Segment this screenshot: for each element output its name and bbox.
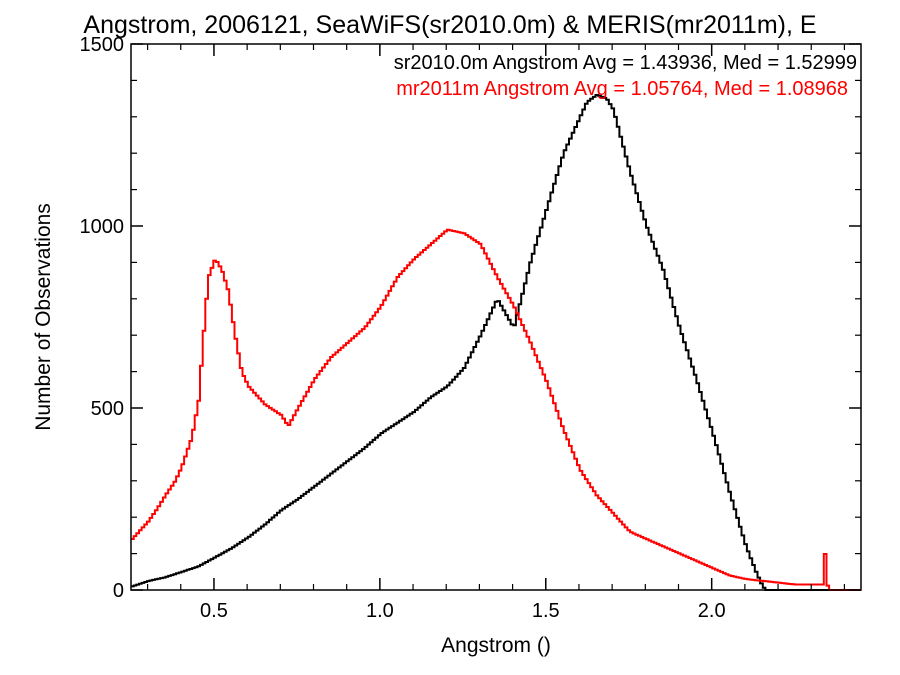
plot-frame	[130, 43, 862, 591]
x-axis-label: Angstrom ()	[441, 634, 551, 657]
legend-entry-mr2011m: mr2011m Angstrom Avg = 1.05764, Med = 1.…	[396, 78, 848, 100]
x-tick-label: 0.5	[200, 600, 228, 622]
y-tick-label: 500	[91, 398, 124, 420]
series-line-sr2010	[131, 94, 861, 591]
y-tick-label: 0	[113, 580, 124, 602]
x-tick-label: 1.5	[532, 600, 560, 622]
y-tick-label: 1500	[80, 34, 125, 56]
y-tick-label: 1000	[80, 216, 125, 238]
x-tick-label: 2.0	[698, 600, 726, 622]
series-lines	[131, 94, 861, 591]
chart-title: Angstrom, 2006121, SeaWiFS(sr2010.0m) & …	[83, 11, 816, 39]
y-axis-label: Number of Observations	[32, 203, 55, 431]
legend-entry-sr2010: sr2010.0m Angstrom Avg = 1.43936, Med = …	[394, 52, 857, 74]
series-line-mr2011m	[131, 228, 861, 591]
axis-ticks: 0.5 1.0 1.5 2.0 0 500 1000 1500	[80, 34, 861, 622]
x-tick-label: 1.0	[366, 600, 394, 622]
